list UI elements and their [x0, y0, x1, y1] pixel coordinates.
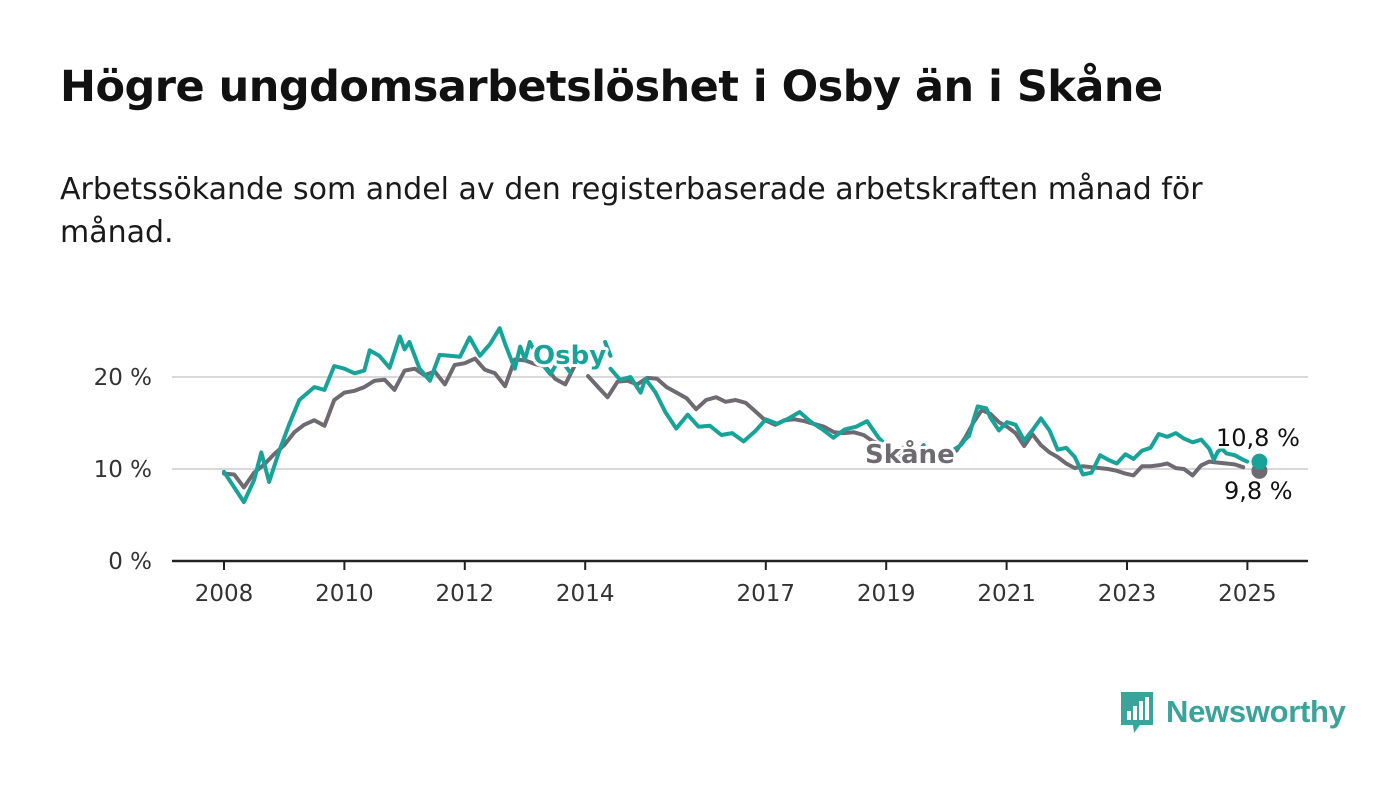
- x-tick-label: 2025: [1218, 581, 1277, 607]
- series-line-skane: [954, 408, 1246, 478]
- series-line-osby: [950, 404, 1250, 477]
- end-dot-osby: [1251, 453, 1268, 470]
- series-line-osby: [608, 366, 926, 462]
- x-tick-label: 2019: [857, 581, 916, 607]
- series-line-osby: [603, 340, 613, 358]
- chart-subtitle: Arbetssökande som andel av den registerb…: [60, 172, 1203, 250]
- x-tick-label: 2008: [195, 581, 254, 607]
- end-label-osby: 10,8 %: [1216, 424, 1300, 452]
- newsworthy-logo-icon: [1121, 692, 1153, 733]
- series-label-skane: Skåne: [865, 438, 955, 470]
- x-tick-label: 2017: [737, 581, 796, 607]
- y-tick-label: 10 %: [94, 457, 152, 483]
- x-tick-label: 2014: [556, 581, 615, 607]
- series-line-skane: [586, 374, 905, 453]
- x-tick-label: 2023: [1098, 581, 1157, 607]
- series-label-osby: Osby: [533, 341, 606, 371]
- y-tick-label: 0 %: [108, 549, 152, 575]
- x-tick-label: 2012: [436, 581, 495, 607]
- end-label-skane: 9,8 %: [1224, 477, 1293, 505]
- brand-name: Newsworthy: [1166, 694, 1346, 729]
- chart-title: Högre ungdomsarbetslöshet i Osby än i Sk…: [60, 62, 1163, 112]
- x-tick-label: 2021: [977, 581, 1036, 607]
- y-tick-label: 20 %: [94, 365, 152, 391]
- x-tick-label: 2010: [315, 581, 374, 607]
- series-line-osby: [222, 326, 573, 505]
- newsworthy-brand: Newsworthy: [1118, 689, 1346, 735]
